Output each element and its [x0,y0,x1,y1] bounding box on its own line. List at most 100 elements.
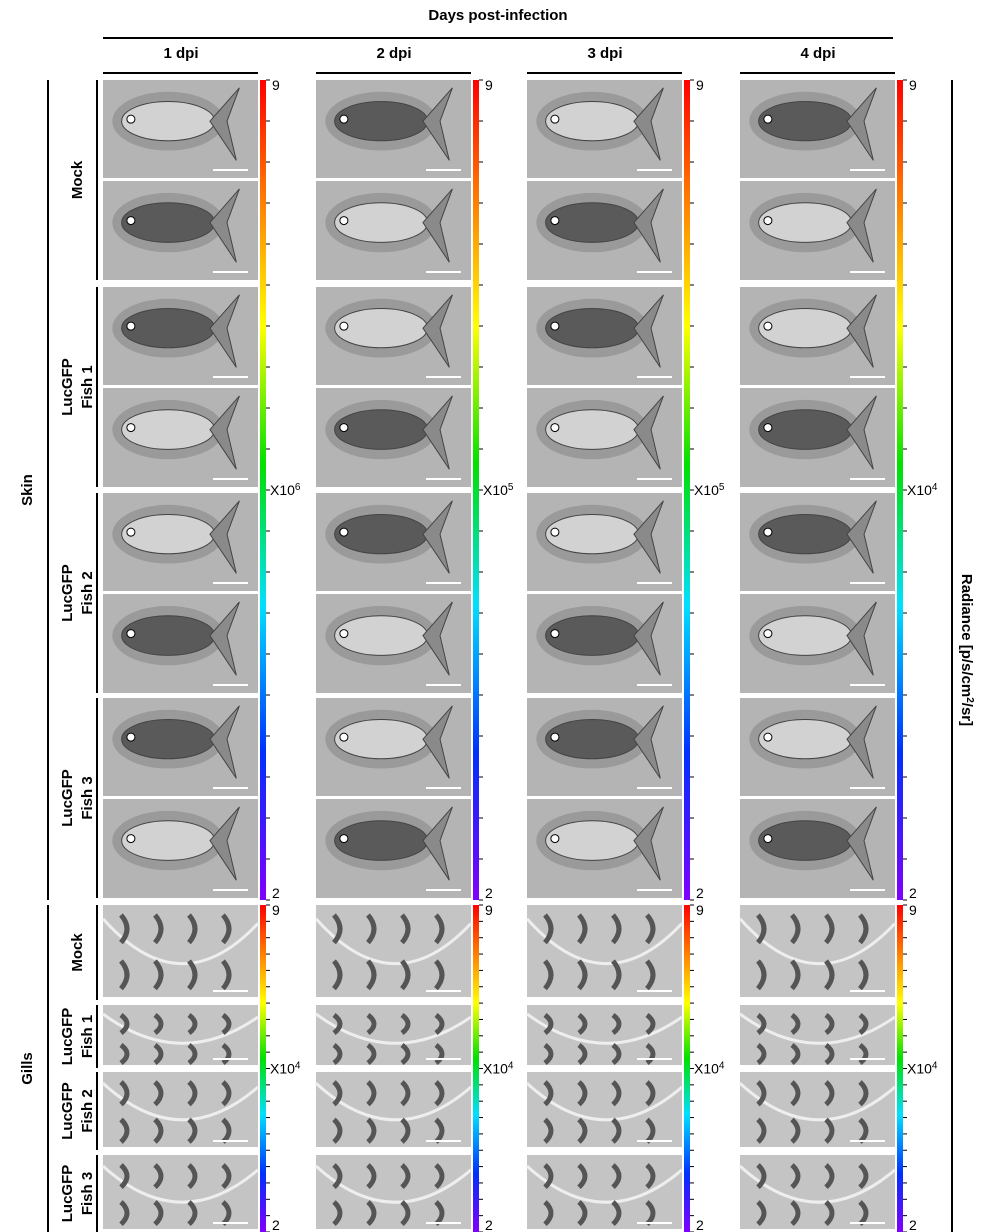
gill-sample [221,959,232,991]
gill-sample [153,959,164,991]
fish-body [545,409,640,450]
colorbar [260,905,266,1232]
gill-sample [366,1013,377,1035]
fish-eye [126,423,136,433]
gill-sample [366,1163,377,1190]
gill-sample [543,1013,554,1035]
fish-eye [763,732,773,742]
header-title: Days post-infection [428,7,567,24]
fish-body [545,820,640,861]
row-label: LucGFP [59,358,76,416]
gill-sample [756,1080,767,1107]
colorbar-min: 2 [696,885,704,901]
fish-body [334,719,429,760]
gill-sample [366,1043,377,1065]
gill-sample [332,1080,343,1107]
fish-tail [846,395,877,470]
colorbar-max: 9 [909,902,917,918]
fish-tail [846,87,877,161]
gill-sample [611,959,622,991]
gill-sample [187,913,198,945]
dish-rim [525,1082,683,1122]
fish-tail [209,705,240,779]
fish-tail [633,806,664,881]
gill-sample [790,1013,801,1035]
row-label: Fish 1 [79,1015,96,1058]
fish-tail [422,806,453,881]
gill-sample [756,1163,767,1190]
scale-base: X10 [907,482,932,498]
radiance-sup: 2 [965,697,976,703]
gill-sample [858,1043,869,1065]
fish-eye [126,732,136,742]
colorbar [684,80,690,900]
gill-sample [611,1043,622,1065]
gill-sample [790,1043,801,1065]
fish-tail [422,705,453,779]
gill-sample [645,959,656,991]
gill-sample [119,1200,130,1227]
fish-body [121,101,216,142]
gill-sample [400,1013,411,1035]
colorbar-min: 2 [485,885,493,901]
colorbar-max: 9 [272,77,280,93]
gill-sample [645,913,656,945]
gill-sample [858,1013,869,1035]
dish-rim [525,1164,683,1204]
gill-sample [577,1200,588,1227]
gill-sample [577,1080,588,1107]
gill-sample [221,913,232,945]
gill-sample [577,1043,588,1065]
fish-tail [209,87,240,161]
fish-body [545,308,640,349]
image-panel [103,905,258,997]
fish-eye [550,216,560,226]
fish-body [121,514,216,555]
fish-eye [339,834,349,844]
gill-sample [434,1013,445,1035]
fish-tail [209,500,240,574]
fish-eye [126,527,136,537]
gill-sample [119,913,130,945]
gill-sample [756,913,767,945]
fish-eye [550,527,560,537]
gill-sample [400,1080,411,1107]
gill-sample [790,1080,801,1107]
gill-sample [153,1117,164,1144]
fish-eye [126,834,136,844]
colorbar-min: 2 [909,885,917,901]
dish-rim [101,1164,259,1204]
scale-exponent: 5 [508,482,514,493]
colorbar-max: 9 [272,902,280,918]
section-label: Skin [19,474,36,506]
scale-base: X10 [694,1061,719,1077]
fish-body [545,615,640,656]
row-label: LucGFP [59,769,76,827]
scale-exponent: 4 [719,1060,725,1071]
gill-sample [577,913,588,945]
gill-sample [824,1013,835,1035]
fish-eye [550,732,560,742]
fish-body [121,308,216,349]
fish-tail [846,806,877,881]
fish-tail [209,806,240,881]
fish-body [334,308,429,349]
gill-sample [790,1117,801,1144]
fish-eye [763,629,773,639]
fish-tail [633,500,664,574]
gill-sample [400,959,411,991]
fish-eye [339,114,349,124]
colorbar-min: 2 [485,1217,493,1232]
fish-tail [846,500,877,574]
gill-sample [187,959,198,991]
gill-sample [187,1117,198,1144]
fish-eye [339,321,349,331]
gill-sample [400,913,411,945]
row-label: LucGFP [59,564,76,622]
fish-eye [126,629,136,639]
colorbar-scale: X104 [483,1060,514,1077]
gill-sample [824,1080,835,1107]
gill-sample [611,1013,622,1035]
gill-sample [824,959,835,991]
gill-sample [790,1200,801,1227]
